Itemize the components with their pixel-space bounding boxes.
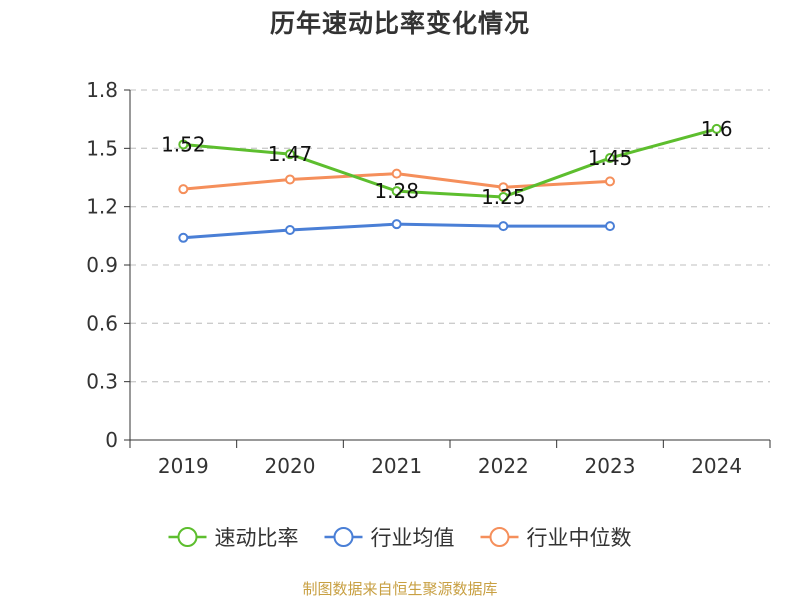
data-point[interactable] (391, 219, 402, 230)
legend-swatch-marker (177, 527, 198, 547)
data-point[interactable] (605, 176, 615, 187)
y-tick-label: 1.8 (86, 78, 118, 102)
data-label: 1.47 (268, 142, 313, 166)
y-tick-label: 0 (105, 428, 118, 452)
y-tick-label: 0.6 (86, 311, 118, 335)
x-tick-label: 2021 (371, 454, 422, 478)
data-point[interactable] (285, 149, 295, 160)
legend-label: 行业均值 (371, 526, 455, 550)
data-label: 1.25 (481, 185, 526, 209)
x-tick-label: 2022 (478, 454, 529, 478)
data-point[interactable] (605, 153, 615, 164)
y-axis-ticks: 0 0.3 0.6 0.9 1.2 1.5 1.8 (86, 78, 130, 452)
y-tick-label: 1.5 (86, 136, 118, 160)
legend-swatch-marker (333, 527, 354, 547)
legend-item[interactable]: 行业中位数 (480, 526, 632, 550)
x-tick-label: 2019 (158, 454, 209, 478)
data-point[interactable] (711, 123, 722, 134)
source-note: 制图数据来自恒生聚源数据库 (302, 580, 498, 598)
series-0 (178, 123, 722, 202)
y-tick-label: 0.3 (86, 370, 118, 394)
data-point[interactable] (285, 174, 295, 185)
series-line (181, 127, 719, 199)
data-point[interactable] (498, 191, 509, 202)
chart-title: 历年速动比率变化情况 (269, 9, 530, 38)
data-point[interactable] (178, 184, 189, 195)
y-tick-label: 0.9 (86, 253, 118, 277)
data-point[interactable] (178, 139, 189, 150)
series-1 (178, 219, 615, 243)
series (178, 123, 722, 243)
x-tick-label: 2020 (265, 454, 316, 478)
y-tick-label: 1.2 (86, 195, 118, 219)
data-point[interactable] (498, 221, 509, 232)
data-point[interactable] (391, 186, 402, 197)
data-label: 1.28 (374, 179, 419, 203)
legend-swatch-marker (489, 527, 510, 547)
data-point[interactable] (285, 225, 295, 235)
data-point[interactable] (391, 168, 402, 179)
data-point[interactable] (178, 232, 189, 243)
legend[interactable]: 速动比率 行业均值 行业中位数 (168, 526, 632, 550)
data-labels: 1.52 1.47 1.28 1.25 1.45 1.6 (161, 117, 733, 209)
legend-label: 行业中位数 (527, 526, 632, 550)
legend-item[interactable]: 速动比率 (168, 526, 299, 550)
data-label: 1.52 (161, 132, 206, 156)
legend-label: 速动比率 (215, 526, 299, 550)
x-tick-label: 2023 (585, 454, 636, 478)
data-point[interactable] (605, 221, 615, 232)
data-point[interactable] (498, 182, 509, 193)
x-tick-label: 2024 (691, 454, 742, 478)
data-label: 1.45 (588, 146, 633, 170)
data-label: 1.6 (701, 117, 733, 141)
x-axis-ticks: 2019 2020 2021 2022 2023 2024 (129, 440, 771, 478)
legend-item[interactable]: 行业均值 (324, 526, 455, 550)
grid-lines (130, 89, 770, 383)
